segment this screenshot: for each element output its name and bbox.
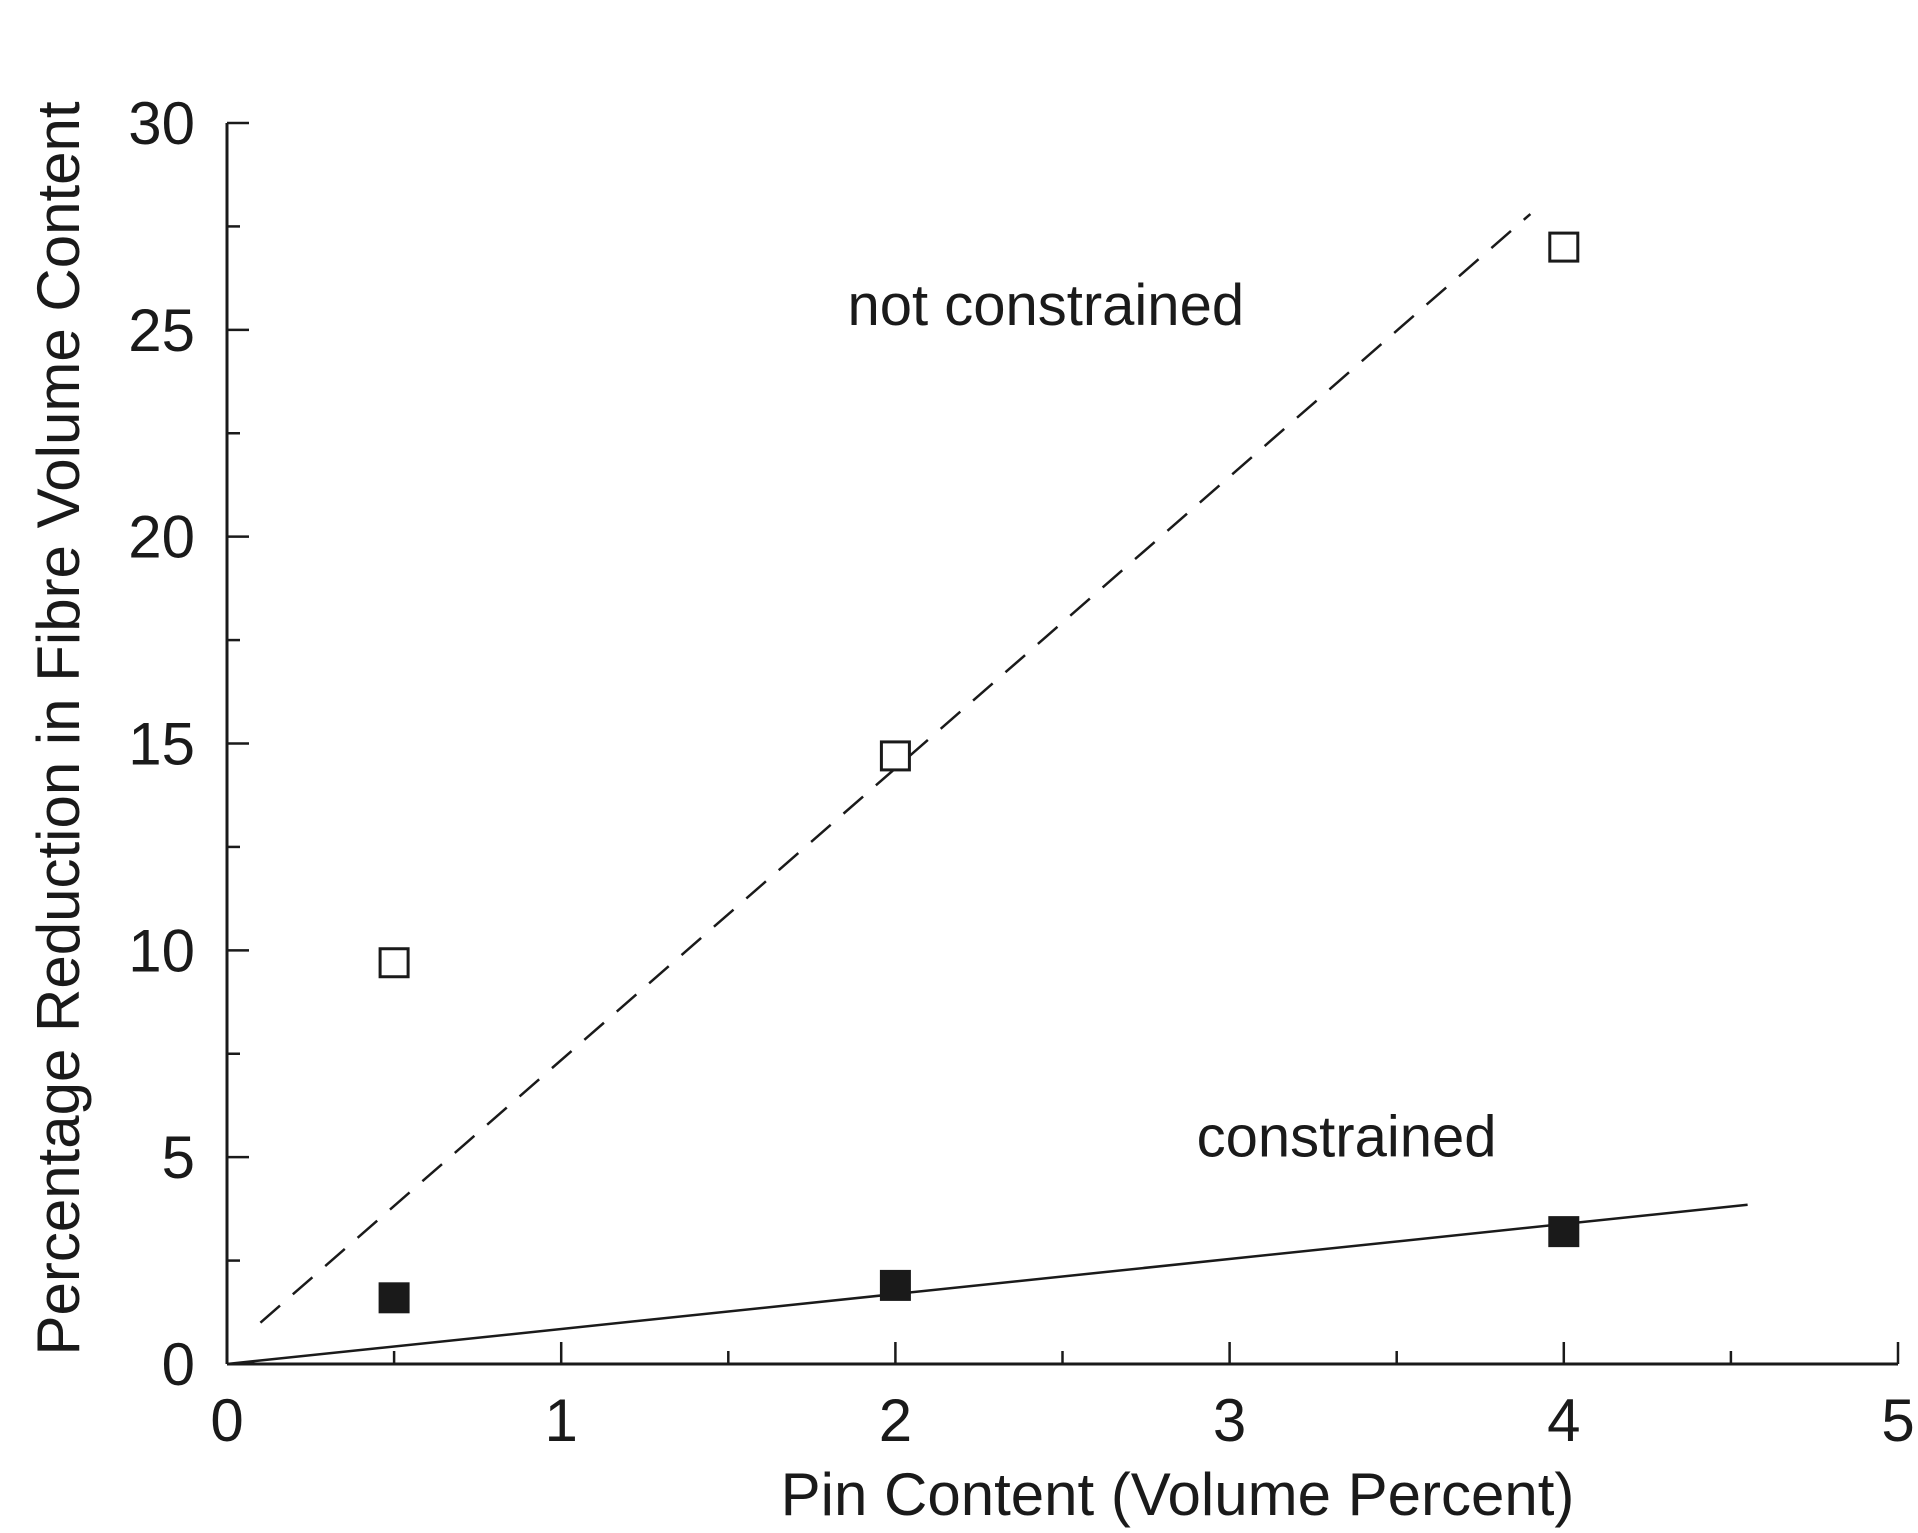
y-tick-label: 0 [162,1331,195,1398]
fit-lines [226,213,1748,1366]
y-tick-label: 25 [128,297,195,364]
y-tick-label: 30 [128,90,195,157]
constrained-point [1548,1216,1580,1248]
y-tick-label: 5 [162,1124,195,1191]
x-tick-label: 0 [210,1387,243,1454]
not-constrained-point [378,947,410,979]
not-constrained-point [879,740,911,772]
x-axis-label: Pin Content (Volume Percent) [781,1461,1575,1528]
data-points [378,231,1580,1314]
y-tick-label: 10 [128,917,195,984]
annotations: not constrained constrained [847,273,1496,1169]
y-tick-label: 15 [128,711,195,778]
constrained-point [378,1282,410,1314]
y-axis-label: Percentage Reduction in Fibre Volume Con… [25,101,92,1355]
tick-marks [225,121,1900,1366]
x-tick-label: 5 [1881,1387,1914,1454]
annotation-label: constrained [1197,1104,1497,1169]
x-tick-label: 1 [545,1387,578,1454]
tick-labels: 0 5 10 15 20 25 30 0 1 2 3 4 5 [128,90,1914,1454]
not-constrained-point [1548,231,1580,263]
x-tick-label: 4 [1547,1387,1580,1454]
fit-line-constrained [226,1203,1748,1366]
x-tick-label: 2 [879,1387,912,1454]
y-tick-label: 20 [128,504,195,571]
x-tick-label: 3 [1213,1387,1246,1454]
annotation-label: not constrained [847,273,1244,338]
constrained-point [879,1269,911,1301]
